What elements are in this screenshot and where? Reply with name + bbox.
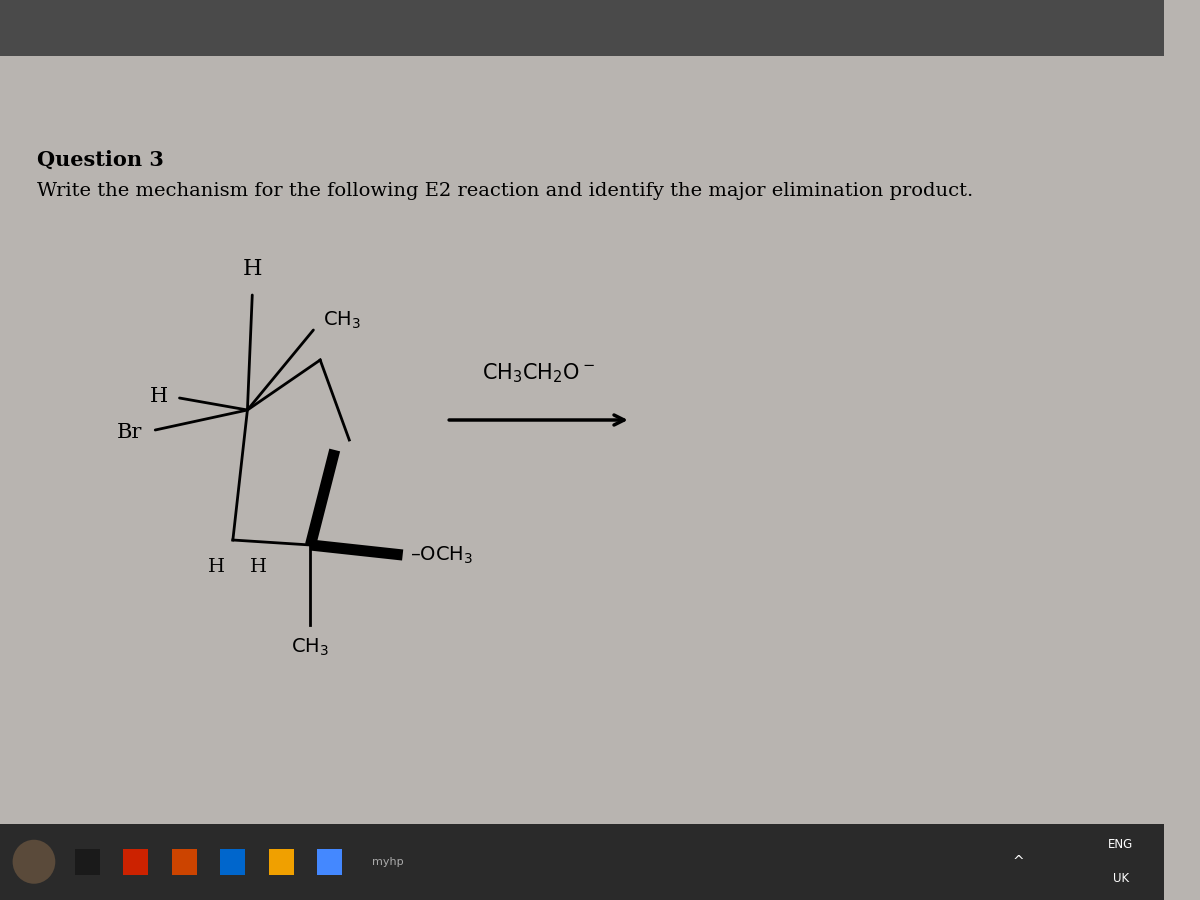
Text: myhp: myhp xyxy=(372,857,404,867)
Text: ^: ^ xyxy=(1013,855,1025,868)
Bar xyxy=(221,849,246,875)
Text: H: H xyxy=(150,386,168,406)
Bar xyxy=(74,849,100,875)
Text: CH$_3$: CH$_3$ xyxy=(323,310,361,330)
Text: CH$_3$: CH$_3$ xyxy=(292,637,330,658)
Bar xyxy=(172,849,197,875)
Text: ENG: ENG xyxy=(1108,839,1133,851)
Text: H: H xyxy=(251,558,268,576)
Text: –OCH$_3$: –OCH$_3$ xyxy=(410,544,474,565)
Text: H: H xyxy=(242,258,262,280)
Bar xyxy=(0,0,1164,56)
Text: CH$_3$CH$_2$O$^-$: CH$_3$CH$_2$O$^-$ xyxy=(482,362,595,385)
Text: Question 3: Question 3 xyxy=(37,150,163,170)
Text: H: H xyxy=(208,558,226,576)
Text: Write the mechanism for the following E2 reaction and identify the major elimina: Write the mechanism for the following E2… xyxy=(37,182,973,200)
Bar xyxy=(124,849,149,875)
Text: Br: Br xyxy=(118,424,143,443)
Text: UK: UK xyxy=(1112,872,1129,885)
Circle shape xyxy=(13,840,55,884)
Bar xyxy=(0,824,1164,900)
Bar xyxy=(317,849,342,875)
Bar xyxy=(269,849,294,875)
